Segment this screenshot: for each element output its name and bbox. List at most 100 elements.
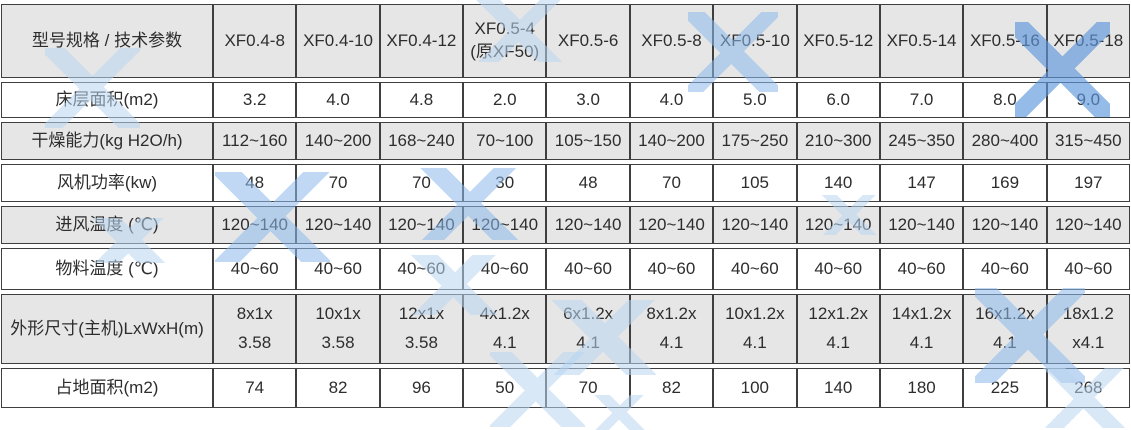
value-cell: 2.0	[463, 82, 547, 118]
value-cell: 225	[963, 368, 1047, 408]
model-name: XF0.4-12	[386, 30, 457, 50]
dimension-line: 10x1x	[315, 304, 361, 324]
model-name: XF0.5-10	[719, 30, 790, 50]
value-cell: 210~300	[796, 122, 880, 160]
dimension-line: 4.1	[576, 333, 600, 352]
value-cell: 40~60	[463, 248, 547, 290]
value-cell: 12x1x 3.58	[379, 294, 464, 364]
value-cell: 40~60	[296, 248, 380, 290]
model-column-header: XF0.5-16	[963, 4, 1047, 78]
value-cell: 120~140	[463, 206, 547, 244]
value-cell: 40~60	[379, 248, 464, 290]
model-column-header: XF0.5-12	[796, 4, 880, 78]
model-name: XF0.5-8	[641, 30, 702, 50]
value-cell: 120~140	[296, 206, 380, 244]
value-cell: 9.0	[1046, 82, 1130, 118]
dimension-line: 6x1.2x	[563, 304, 614, 324]
value-cell: 315~450	[1046, 122, 1130, 160]
value-cell: 70~100	[463, 122, 547, 160]
value-cell: 105~150	[546, 122, 630, 160]
value-cell: 7.0	[879, 82, 964, 118]
value-cell: 70	[296, 164, 380, 202]
value-cell: 6x1.2x 4.1	[546, 294, 630, 364]
dimension-line: 12x1x	[398, 304, 445, 324]
model-column-header: XF0.4-10	[296, 4, 380, 78]
value-cell: 120~140	[629, 206, 714, 244]
value-cell: 140	[796, 368, 880, 408]
value-cell: 112~160	[213, 122, 297, 160]
dimension-line: 10x1.2x	[725, 304, 785, 324]
value-cell: 175~250	[713, 122, 797, 160]
value-cell: 140~200	[629, 122, 714, 160]
table-row-floor: 占地面积(m2) 74 82 96 50 70 82 100 140 180 225 268	[1, 368, 1130, 408]
model-name: XF0.5-12	[803, 30, 874, 50]
value-cell: 4.0	[296, 82, 380, 118]
table-row-fan: 风机功率(kw) 48 70 70 30 48 70 105 140 147 169 197	[1, 164, 1130, 202]
value-cell: 120~140	[546, 206, 630, 244]
value-cell: 169	[963, 164, 1047, 202]
dimension-line: 18x1.2	[1062, 304, 1114, 324]
value-cell: 82	[629, 368, 714, 408]
value-cell: 6.0	[796, 82, 880, 118]
value-cell: 4.0	[629, 82, 714, 118]
value-cell: 16x1.2x 4.1	[963, 294, 1047, 364]
value-cell: 100	[713, 368, 797, 408]
model-column-header: XF0.5-18	[1046, 4, 1130, 78]
value-cell: 120~140	[379, 206, 464, 244]
dimension-line: 4.1	[826, 333, 851, 352]
value-cell: 4.8	[379, 82, 464, 118]
value-cell: 168~240	[379, 122, 464, 160]
value-cell: 18x1.2 x4.1	[1046, 294, 1130, 364]
table-row-dim: 外形尺寸(主机)LxWxH(m) 8x1x 3.58 10x1x 3.58 12x1x 3.…	[1, 294, 1130, 364]
model-name: XF0.5-18	[1053, 30, 1124, 50]
dimension-line: 16x1.2x	[975, 304, 1035, 324]
value-cell: 10x1.2x 4.1	[713, 294, 797, 364]
value-cell: 8x1.2x 4.1	[629, 294, 714, 364]
model-column-header: XF0.5-8	[629, 4, 714, 78]
value-cell: 197	[1046, 164, 1130, 202]
value-cell: 120~140	[879, 206, 964, 244]
value-cell: 12x1.2x 4.1	[796, 294, 880, 364]
value-cell: 14x1.2x 4.1	[879, 294, 964, 364]
table-row-mat: 物料温度 (℃) 40~60 40~60 40~60 40~60 40~60 40~60 40…	[1, 248, 1130, 290]
value-cell: 82	[296, 368, 380, 408]
value-cell: 8x1x 3.58	[213, 294, 297, 364]
dimension-line: 14x1.2x	[891, 304, 952, 324]
value-cell: 8.0	[963, 82, 1047, 118]
value-cell: 180	[879, 368, 964, 408]
dimension-line: x4.1	[1072, 333, 1105, 352]
corner-label: 型号规格 / 技术参数	[1, 4, 213, 78]
value-cell: 40~60	[879, 248, 964, 290]
value-cell: 245~350	[879, 122, 964, 160]
dimension-line: 8x1x	[236, 304, 273, 324]
value-cell: 120~140	[1046, 206, 1130, 244]
value-cell: 30	[463, 164, 547, 202]
value-cell: 268	[1046, 368, 1130, 408]
value-cell: 3.0	[546, 82, 630, 118]
dimension-line: 3.58	[404, 333, 438, 352]
row-label: 进风温度 (℃)	[1, 206, 213, 244]
row-label: 占地面积(m2)	[1, 368, 213, 408]
spec-table-head: 型号规格 / 技术参数 XF0.4-8 XF0.4-10 XF0.4-12 XF0.5-…	[1, 4, 1130, 78]
model-name: XF0.5-14	[886, 30, 957, 50]
spec-table-body: 床层面积(m2) 3.2 4.0 4.8 2.0 3.0 4.0 5.0 6.0 7.0 8.0 9.…	[1, 82, 1130, 408]
model-name: XF0.5-6	[557, 30, 619, 50]
dimension-line: 12x1.2x	[808, 304, 868, 324]
value-cell: 140	[796, 164, 880, 202]
value-cell: 5.0	[713, 82, 797, 118]
value-cell: 50	[463, 368, 547, 408]
table-row-bed: 床层面积(m2) 3.2 4.0 4.8 2.0 3.0 4.0 5.0 6.0 7.0 8.0 9.…	[1, 82, 1130, 118]
dimension-line: 4x1.2x	[479, 304, 530, 324]
value-cell: 140~200	[296, 122, 380, 160]
value-cell: 40~60	[1046, 248, 1130, 290]
row-label: 床层面积(m2)	[1, 82, 213, 118]
value-cell: 48	[546, 164, 630, 202]
value-cell: 10x1x 3.58	[296, 294, 380, 364]
dimension-line: 4.1	[659, 333, 684, 352]
value-cell: 40~60	[546, 248, 630, 290]
value-cell: 40~60	[629, 248, 714, 290]
table-row-dry: 干燥能力(kg H2O/h) 112~160 140~200 168~240 70~10…	[1, 122, 1130, 160]
value-cell: 40~60	[213, 248, 297, 290]
value-cell: 280~400	[963, 122, 1047, 160]
